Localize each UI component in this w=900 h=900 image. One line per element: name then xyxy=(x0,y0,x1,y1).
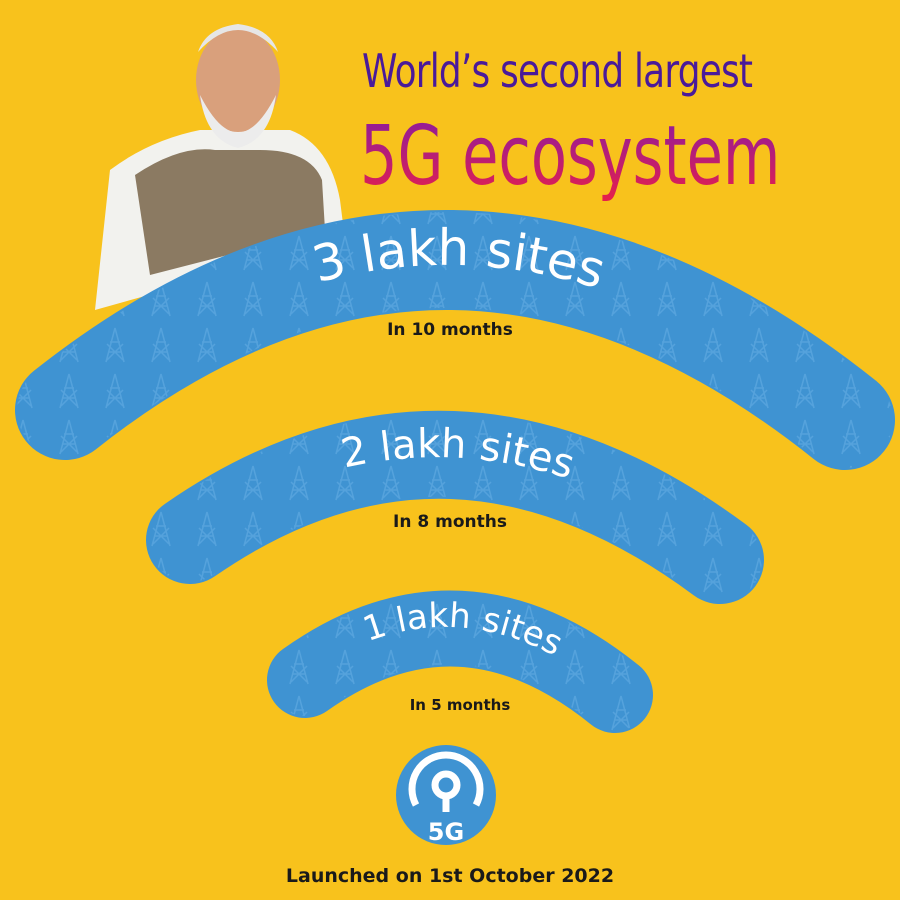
caption-10-months: In 10 months xyxy=(387,320,513,340)
caption-8-months: In 8 months xyxy=(393,512,507,532)
arc-3-lakh xyxy=(15,210,895,470)
badge-label: 5G xyxy=(428,818,464,846)
person-photo xyxy=(95,24,345,310)
launch-date: Launched on 1st October 2022 xyxy=(285,865,615,887)
arc-2-lakh xyxy=(146,410,764,604)
arc-1-lakh xyxy=(267,590,653,733)
5g-badge: 5G xyxy=(396,745,496,846)
headline-line2: 5G ecosystem xyxy=(360,109,781,204)
caption-5-months: In 5 months xyxy=(409,696,511,714)
broadcast-signal-icon xyxy=(408,751,484,812)
headline-line1: World’s second largest xyxy=(362,44,753,98)
